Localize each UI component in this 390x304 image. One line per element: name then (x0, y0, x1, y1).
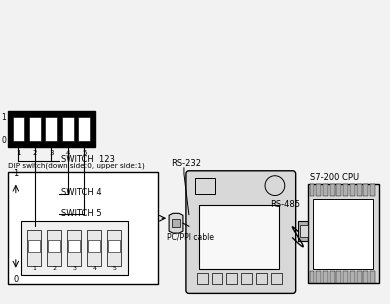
Text: 1: 1 (1, 113, 6, 123)
Bar (316, 184, 321, 195)
Bar (337, 184, 341, 195)
Text: SWITCH 4: SWITCH 4 (61, 188, 102, 197)
Bar (310, 271, 314, 282)
Text: 1: 1 (16, 150, 21, 156)
Bar (310, 184, 314, 195)
Bar (67, 230, 81, 266)
Bar (356, 271, 362, 282)
Text: S7-200 CPU: S7-200 CPU (310, 173, 359, 182)
Bar (87, 230, 101, 266)
Text: 0: 0 (13, 275, 18, 284)
Bar (363, 271, 368, 282)
Bar (337, 271, 341, 282)
Bar (48, 240, 60, 252)
Bar (89, 240, 100, 252)
Bar (330, 271, 335, 282)
Bar (27, 230, 41, 266)
Bar (316, 271, 321, 282)
Text: 2: 2 (52, 266, 56, 271)
Bar (108, 240, 121, 252)
Text: SWITCH 5: SWITCH 5 (61, 209, 102, 218)
Bar (195, 178, 215, 194)
Text: DIP switch(down side:0, upper side:1): DIP switch(down side:0, upper side:1) (8, 162, 145, 169)
Circle shape (265, 176, 285, 195)
Bar (21, 221, 128, 275)
Bar (314, 199, 373, 269)
Bar (370, 271, 375, 282)
Bar (199, 206, 279, 269)
Polygon shape (298, 221, 310, 241)
Bar (241, 273, 252, 285)
Bar (363, 184, 368, 195)
Bar (227, 273, 238, 285)
Text: 3: 3 (72, 266, 76, 271)
Text: 1: 1 (13, 169, 18, 178)
Text: 4: 4 (92, 266, 96, 271)
Bar (343, 184, 348, 195)
Bar (46, 117, 57, 141)
Bar (370, 184, 375, 195)
Bar (68, 240, 80, 252)
Polygon shape (169, 213, 183, 233)
Bar (212, 273, 222, 285)
Text: SWITCH  123: SWITCH 123 (61, 155, 115, 164)
Bar (356, 184, 362, 195)
Bar (47, 230, 61, 266)
Text: PC/PPI cable: PC/PPI cable (167, 232, 214, 241)
Bar (78, 117, 90, 141)
Text: 0: 0 (1, 136, 6, 145)
Text: 1: 1 (32, 266, 36, 271)
Text: RS-485: RS-485 (270, 200, 300, 209)
Bar (29, 117, 41, 141)
Text: 3: 3 (49, 150, 54, 156)
Text: 5: 5 (112, 266, 116, 271)
Bar (308, 184, 379, 282)
Bar (350, 271, 355, 282)
Bar (323, 184, 328, 195)
Text: 2: 2 (33, 150, 37, 156)
Bar (197, 273, 207, 285)
Polygon shape (21, 207, 155, 221)
Bar (271, 273, 282, 285)
Bar (8, 112, 95, 147)
Text: RS-232: RS-232 (171, 159, 201, 168)
Bar (330, 184, 335, 195)
Bar (108, 230, 121, 266)
Bar (323, 271, 328, 282)
Bar (343, 271, 348, 282)
Bar (28, 240, 40, 252)
Bar (8, 172, 158, 285)
Bar (300, 225, 308, 237)
Text: 4: 4 (66, 150, 70, 156)
Bar (12, 117, 25, 141)
Bar (256, 273, 267, 285)
Polygon shape (128, 207, 155, 275)
Text: 5: 5 (82, 150, 87, 156)
FancyBboxPatch shape (186, 171, 296, 293)
Bar (172, 219, 180, 227)
Bar (350, 184, 355, 195)
Bar (62, 117, 74, 141)
